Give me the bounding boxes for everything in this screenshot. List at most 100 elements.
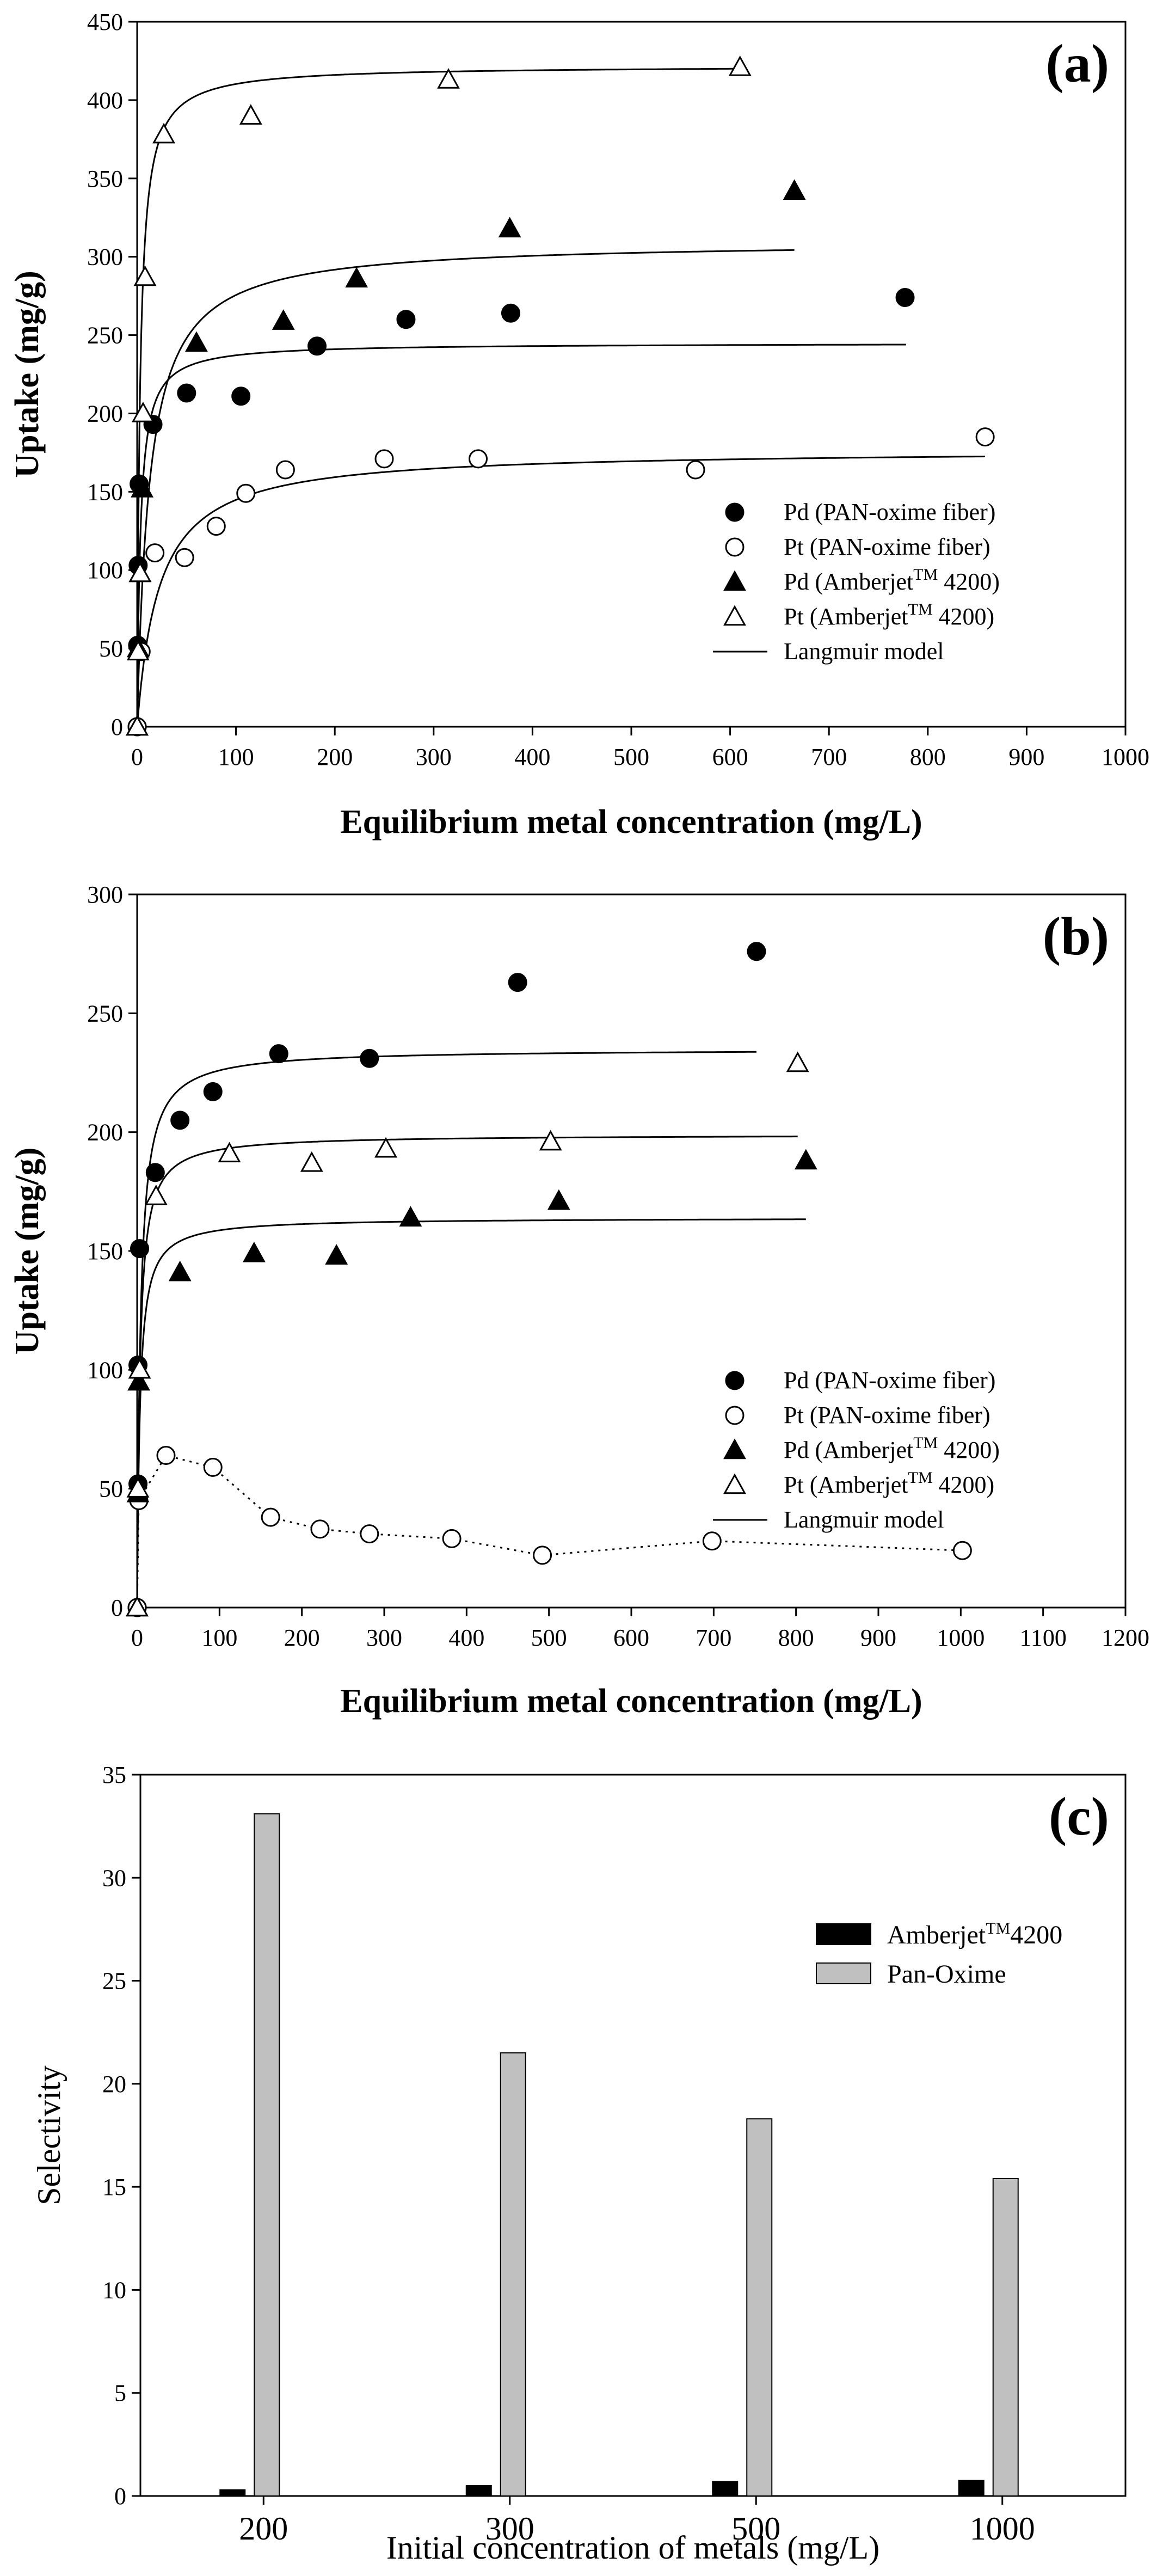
- legend-marker: [723, 1473, 746, 1494]
- data-point: [345, 267, 368, 288]
- y-tick-label: 0: [111, 714, 123, 740]
- legend-entry-sup: TM: [908, 1469, 933, 1487]
- x-tick-label: 900: [1008, 744, 1044, 770]
- x-tick-label: 200: [284, 1624, 320, 1651]
- y-tick-label: 0: [114, 2483, 126, 2510]
- data-point: [702, 1531, 722, 1551]
- data-point: [975, 427, 995, 447]
- legend-entry: Langmuir model: [784, 1506, 944, 1533]
- data-point: [783, 179, 806, 200]
- langmuir-fit-line: [136, 344, 906, 727]
- data-point: [156, 1446, 176, 1465]
- data-point: [131, 401, 155, 422]
- y-tick-label: 50: [99, 1476, 123, 1502]
- legend-entry-sup: TM: [986, 1919, 1010, 1937]
- data-point: [203, 1457, 223, 1477]
- langmuir-fit-line: [136, 1051, 756, 1608]
- data-point: [437, 68, 460, 89]
- legend-entry-main: Langmuir model: [784, 638, 944, 665]
- legend-entry-sup: TM: [913, 566, 938, 584]
- y-tick-label: 250: [87, 1000, 123, 1027]
- data-point: [272, 309, 295, 330]
- data-point: [128, 1358, 151, 1379]
- y-tick-label: 300: [87, 881, 123, 908]
- panel-label: (a): [1045, 33, 1109, 94]
- data-point: [145, 1163, 165, 1182]
- x-tick-label: 200: [317, 744, 353, 770]
- x-tick-label: 1000: [1102, 744, 1149, 770]
- panel-label: (b): [1043, 906, 1109, 966]
- data-point: [374, 449, 394, 469]
- y-tick-label: 450: [87, 9, 123, 35]
- legend-entry-sup: TM: [913, 1434, 938, 1452]
- legend-entry: Pd (AmberjetTM 4200): [784, 1434, 1000, 1463]
- y-tick-label: 250: [87, 322, 123, 349]
- legend-entry-tail: 4200: [1010, 1921, 1062, 1949]
- legend-entry-main: Langmuir model: [784, 1506, 944, 1533]
- data-point: [501, 303, 520, 323]
- bar-pan-oxime: [992, 2178, 1019, 2497]
- data-point: [231, 387, 251, 406]
- plot-frame: [139, 1774, 1127, 2497]
- x-tick-label: 300: [485, 2511, 534, 2547]
- y-axis-label: Uptake (mg/g): [9, 271, 46, 478]
- data-point: [126, 1477, 150, 1498]
- legend-entry-tail: 4200): [938, 1437, 1000, 1463]
- series-circle-filled: [127, 942, 766, 1617]
- legend-entry-main: Pd (Amberjet: [784, 1437, 913, 1463]
- y-tick-label: 25: [102, 1968, 126, 1995]
- langmuir-fit-line: [136, 249, 795, 727]
- data-point: [533, 1545, 552, 1565]
- y-tick-label: 150: [87, 1238, 123, 1265]
- chart-a: 0 50 100 150 200 250 300 350 400 450 Equilibrium m…: [9, 9, 1149, 841]
- data-point: [508, 973, 527, 992]
- data-point: [469, 449, 488, 469]
- legend-entry: Pt (AmberjetTM 4200): [784, 1469, 994, 1498]
- bar-pan-oxime: [746, 2118, 773, 2497]
- data-point: [177, 383, 196, 403]
- x-tick-label: 600: [613, 1624, 649, 1651]
- bar-amberjet: [712, 2481, 739, 2497]
- data-point: [300, 1151, 323, 1172]
- data-point: [206, 517, 226, 536]
- data-point: [185, 331, 208, 352]
- legend-marker: [723, 570, 746, 591]
- y-tick-label: 0: [111, 1594, 123, 1621]
- x-tick-label: 400: [514, 744, 550, 770]
- data-point: [261, 1507, 280, 1527]
- legend-marker: [723, 605, 746, 626]
- legend-entry: Pd (AmberjetTM 4200): [784, 566, 1000, 595]
- y-tick-label: 100: [87, 1357, 123, 1383]
- x-tick-label: 1000: [970, 2511, 1035, 2547]
- y-tick-label: 200: [87, 1119, 123, 1146]
- data-point: [218, 1142, 241, 1163]
- data-point: [374, 1137, 397, 1158]
- legend-entry: Pt (PAN-oxime fiber): [784, 533, 990, 560]
- legend-entry-main: Pt (Amberjet: [784, 1471, 908, 1498]
- x-tick-label: 0: [131, 1624, 143, 1651]
- data-point: [130, 1239, 150, 1259]
- data-point: [168, 1260, 192, 1281]
- x-tick-label: 100: [201, 1624, 237, 1651]
- series-triangle-open: [126, 55, 752, 736]
- data-point: [307, 336, 327, 356]
- legend-entry-main: Amberjet: [887, 1921, 986, 1949]
- data-point: [895, 287, 915, 307]
- data-point: [239, 104, 262, 125]
- x-axis-label: Equilibrium metal concentration (mg/L): [340, 804, 922, 841]
- legend-entry: Langmuir model: [784, 638, 944, 665]
- series-triangle-open: [126, 1051, 809, 1617]
- data-point: [131, 477, 154, 498]
- y-tick-label: 400: [87, 87, 123, 114]
- langmuir-fit-line: [136, 456, 986, 727]
- data-point: [310, 1519, 330, 1539]
- x-tick-label: 300: [366, 1624, 402, 1651]
- x-axis-label: Equilibrium metal concentration (mg/L): [340, 1683, 922, 1720]
- data-point: [170, 1111, 190, 1130]
- data-point: [399, 1206, 422, 1227]
- data-point: [133, 265, 157, 286]
- legend-marker: [725, 1406, 745, 1425]
- y-tick-label: 20: [102, 2071, 126, 2097]
- legend-entry-main: Pt (Amberjet: [784, 603, 908, 630]
